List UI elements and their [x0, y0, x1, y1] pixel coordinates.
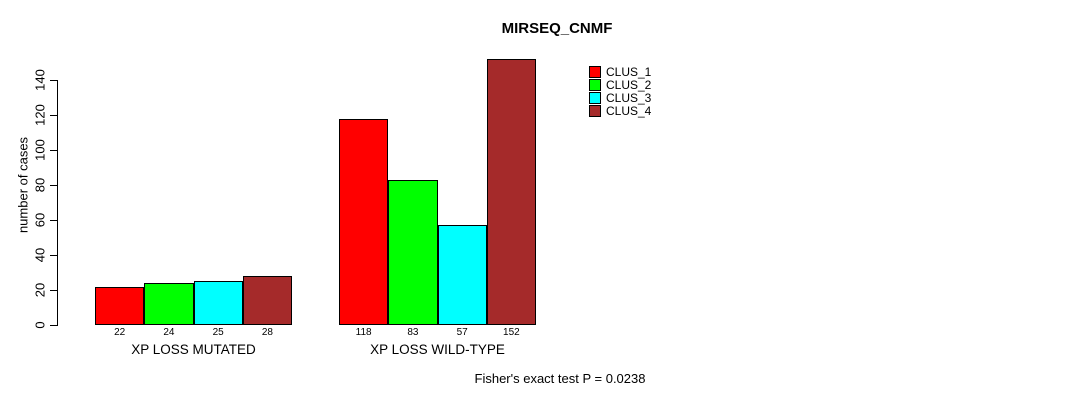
y-tick-label: 100	[32, 139, 48, 161]
bar-clus_2	[144, 283, 194, 325]
legend-item: CLUS_3	[589, 92, 651, 104]
legend-swatch-clus_2	[589, 79, 601, 91]
legend: CLUS_1 CLUS_2 CLUS_3 CLUS_4	[589, 66, 651, 117]
y-tick-mark	[50, 219, 57, 221]
bar-value-label: 152	[503, 327, 520, 338]
y-tick-mark	[50, 254, 57, 256]
bar-clus_1	[339, 118, 389, 325]
bar-clus_4	[486, 59, 536, 325]
y-tick-label: 20	[32, 282, 48, 298]
bar-clus_4	[242, 276, 292, 325]
y-tick-mark	[50, 289, 57, 291]
category-label: XP LOSS MUTATED	[131, 342, 256, 357]
y-tick-label: 60	[32, 212, 48, 228]
legend-item: CLUS_2	[589, 79, 651, 91]
bar-value-label: 83	[407, 327, 419, 338]
chart-title: MIRSEQ_CNMF	[501, 20, 613, 37]
bar-clus_1	[95, 286, 145, 325]
legend-swatch-clus_3	[589, 92, 601, 104]
y-tick-label: 140	[32, 69, 48, 91]
y-tick-mark	[50, 324, 57, 326]
y-tick-label: 80	[32, 177, 48, 193]
y-axis-label: number of cases	[15, 136, 31, 234]
y-tick-label: 40	[32, 247, 48, 263]
bar-value-label: 28	[261, 327, 273, 338]
y-tick-mark	[50, 79, 57, 81]
bar-value-label: 57	[456, 327, 468, 338]
legend-item: CLUS_4	[589, 105, 651, 117]
y-tick-mark	[50, 184, 57, 186]
y-tick-mark	[50, 114, 57, 116]
legend-label: CLUS_1	[606, 65, 652, 79]
y-tick-mark	[50, 149, 57, 151]
legend-swatch-clus_1	[589, 66, 601, 78]
y-tick-label: 0	[32, 321, 48, 329]
bar-value-label: 22	[114, 327, 126, 338]
legend-item: CLUS_1	[589, 66, 651, 78]
annotation-text: Fisher's exact test P = 0.0238	[474, 371, 646, 386]
legend-label: CLUS_4	[606, 104, 652, 118]
bar-value-label: 118	[355, 327, 372, 338]
bar-clus_2	[388, 179, 438, 325]
legend-label: CLUS_3	[606, 91, 652, 105]
bar-value-label: 25	[212, 327, 224, 338]
legend-label: CLUS_2	[606, 78, 652, 92]
bar-clus_3	[193, 281, 243, 325]
legend-swatch-clus_4	[589, 105, 601, 117]
bar-value-label: 24	[163, 327, 175, 338]
bar-clus_3	[437, 225, 487, 325]
y-tick-label: 120	[32, 104, 48, 126]
y-axis-line	[57, 80, 58, 326]
category-label: XP LOSS WILD-TYPE	[370, 342, 505, 357]
